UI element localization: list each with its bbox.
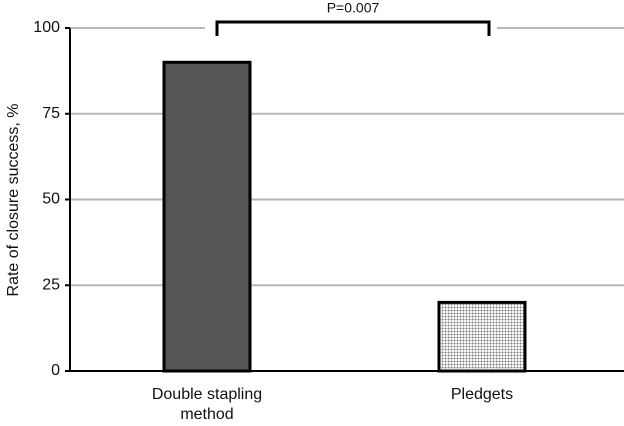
y-axis-label: Rate of closure success, % xyxy=(5,104,22,297)
bracket-gap xyxy=(205,18,497,30)
bar xyxy=(162,60,252,373)
annotation: P=0.007 xyxy=(327,0,380,16)
y-tick-label: 0 xyxy=(51,362,60,379)
bar xyxy=(437,300,527,373)
y-tick-label: 50 xyxy=(42,191,60,208)
x-tick-label: Double stapling method xyxy=(152,386,262,423)
bracket xyxy=(215,20,491,36)
x-tick-label: Pledgets xyxy=(451,386,513,403)
y-tick-label: 25 xyxy=(42,276,60,293)
y-tick-label: 75 xyxy=(42,105,60,122)
y-tick-label: 100 xyxy=(33,19,60,36)
